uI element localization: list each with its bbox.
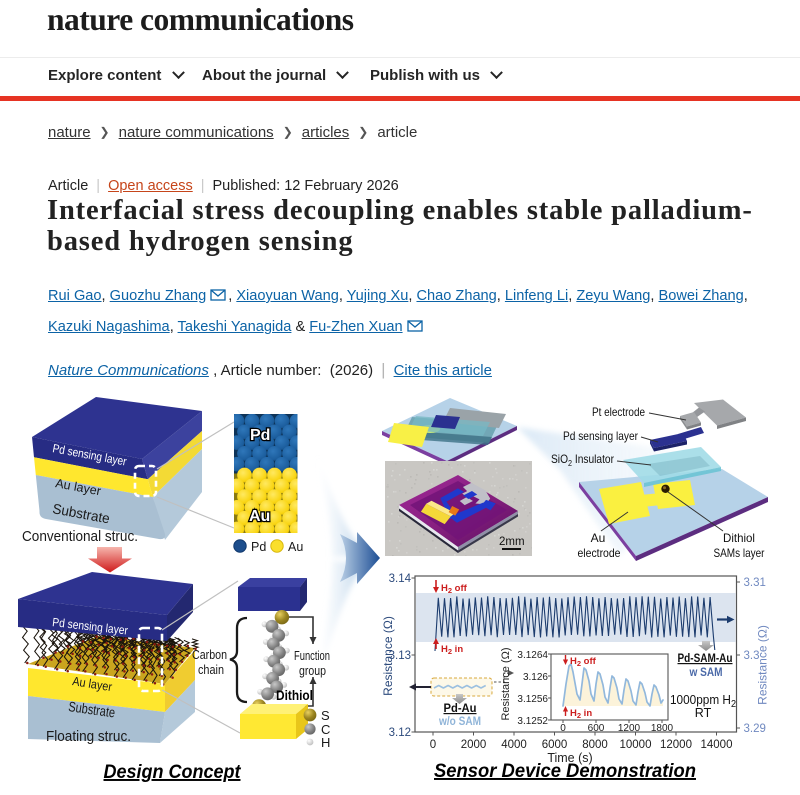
- svg-text:Function: Function: [294, 649, 330, 663]
- svg-text:12000: 12000: [660, 739, 692, 751]
- svg-text:2mm: 2mm: [499, 536, 525, 548]
- svg-text:4000: 4000: [501, 739, 527, 751]
- svg-text:Conventional struc.: Conventional struc.: [22, 529, 138, 545]
- svg-text:RT: RT: [695, 706, 712, 720]
- svg-text:0: 0: [430, 739, 436, 751]
- svg-text:600: 600: [588, 723, 605, 734]
- svg-text:Pd: Pd: [251, 540, 266, 554]
- svg-text:3.126: 3.126: [523, 672, 548, 683]
- svg-text:1200: 1200: [618, 723, 641, 734]
- svg-text:H2 in: H2 in: [570, 708, 592, 720]
- svg-text:3.14: 3.14: [389, 573, 412, 585]
- svg-text:3.13: 3.13: [389, 650, 411, 662]
- svg-text:Dithiol: Dithiol: [723, 531, 755, 545]
- svg-text:Dithiol: Dithiol: [276, 688, 313, 703]
- svg-text:3.3: 3.3: [744, 650, 760, 662]
- svg-text:1000ppm H2: 1000ppm H2: [670, 692, 736, 710]
- svg-text:3.31: 3.31: [744, 577, 766, 589]
- svg-text:w/o SAM: w/o SAM: [438, 714, 481, 728]
- svg-text:Au: Au: [249, 508, 270, 525]
- svg-text:8000: 8000: [582, 739, 608, 751]
- svg-text:Resistance (Ω): Resistance (Ω): [381, 616, 395, 696]
- svg-text:Substrate: Substrate: [67, 698, 116, 720]
- svg-text:6000: 6000: [542, 739, 568, 751]
- svg-text:Design Concept: Design Concept: [104, 761, 242, 783]
- svg-text:Au: Au: [288, 540, 303, 554]
- svg-text:Pd-SAM-Au: Pd-SAM-Au: [678, 651, 733, 665]
- svg-text:3.1256: 3.1256: [517, 694, 548, 705]
- svg-text:3.29: 3.29: [744, 723, 766, 735]
- svg-text:3.1264: 3.1264: [517, 650, 548, 661]
- svg-text:C: C: [321, 722, 330, 737]
- svg-text:electrode: electrode: [578, 546, 621, 560]
- svg-text:2000: 2000: [461, 739, 487, 751]
- svg-text:H2 off: H2 off: [441, 583, 468, 595]
- svg-text:S: S: [321, 708, 330, 723]
- svg-text:Pd: Pd: [250, 427, 270, 444]
- svg-text:H2 in: H2 in: [441, 644, 463, 656]
- svg-text:Au layer: Au layer: [71, 674, 113, 694]
- svg-text:H2 off: H2 off: [570, 656, 597, 668]
- svg-text:Carbon: Carbon: [192, 648, 227, 662]
- svg-text:SAMs layer: SAMs layer: [714, 546, 765, 560]
- svg-text:Time (s): Time (s): [547, 751, 592, 765]
- svg-text:Pd sensing layer: Pd sensing layer: [563, 429, 638, 443]
- svg-text:3.12: 3.12: [389, 727, 411, 739]
- svg-text:Sensor Device Demonstration: Sensor Device Demonstration: [434, 760, 696, 782]
- svg-text:group: group: [299, 664, 326, 678]
- svg-text:Floating struc.: Floating struc.: [46, 729, 131, 745]
- svg-text:SiO2 Insulator: SiO2 Insulator: [551, 452, 614, 468]
- svg-text:w SAM: w SAM: [689, 665, 723, 679]
- svg-text:H: H: [321, 735, 330, 750]
- svg-text:Pd-Au: Pd-Au: [444, 701, 477, 715]
- svg-text:14000: 14000: [701, 739, 733, 751]
- svg-text:0: 0: [560, 723, 566, 734]
- svg-text:Resistance (Ω): Resistance (Ω): [500, 647, 512, 720]
- svg-text:Pt electrode: Pt electrode: [592, 405, 645, 419]
- svg-text:10000: 10000: [620, 739, 652, 751]
- svg-text:chain: chain: [198, 663, 224, 677]
- svg-text:Au: Au: [591, 531, 606, 545]
- svg-text:Resistance (Ω): Resistance (Ω): [756, 625, 770, 705]
- svg-text:1800: 1800: [651, 723, 674, 734]
- svg-text:3.1252: 3.1252: [517, 716, 548, 727]
